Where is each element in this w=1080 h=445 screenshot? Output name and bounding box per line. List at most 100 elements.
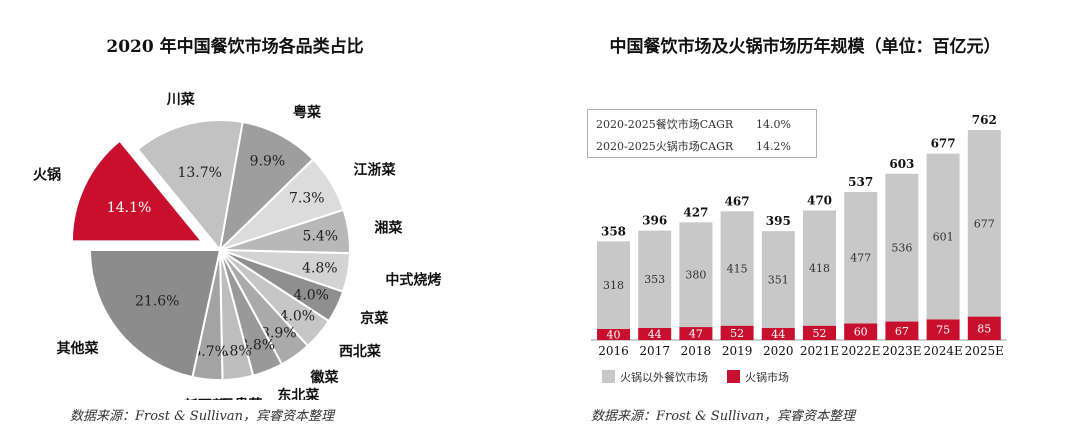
pie-value-label: 13.7% [177, 165, 221, 181]
bar-value-label-other: 351 [768, 274, 789, 287]
pie-chart-title: 2020 年中国餐饮市场各品类占比 [106, 36, 363, 57]
bar-total-label: 427 [683, 205, 708, 219]
bar-value-label-other: 477 [850, 252, 871, 265]
x-tick-label: 2021E [800, 344, 839, 358]
pie-category-label: 东北菜 [277, 387, 320, 400]
bar-value-label-other: 318 [603, 279, 624, 292]
pie-value-label: 4.0% [280, 309, 316, 325]
x-tick-label: 2016 [598, 344, 629, 358]
bar-segment-other [761, 231, 795, 328]
bar-total-label: 762 [972, 113, 997, 127]
pie-category-label: 中式烧烤 [385, 271, 441, 288]
pie-category-label: 江浙菜 [354, 161, 397, 178]
pie-value-label: 14.1% [107, 200, 151, 216]
bar-value-label-hotpot: 44 [771, 328, 785, 341]
bar-value-label-other: 677 [974, 217, 995, 230]
bar-segment-other [638, 230, 672, 328]
bar-segment-other [679, 222, 713, 328]
x-tick-label: 2024E [923, 344, 962, 358]
bar-value-label-other: 601 [933, 231, 954, 244]
bar-value-label-hotpot: 85 [977, 322, 991, 335]
bar-total-label: 395 [766, 214, 791, 228]
bar-segment-hotpot [844, 323, 878, 340]
cagr-row: 2020-2025餐饮市场CAGR 14.0% [596, 116, 791, 132]
x-tick-label: 2018 [681, 344, 712, 358]
pie-slice [218, 120, 315, 253]
pie-category-label: 京菜 [360, 310, 389, 327]
bar-total-label: 396 [642, 214, 667, 228]
bar-total-label: 537 [848, 175, 873, 189]
pie-value-label: 3.8% [240, 337, 276, 353]
bar-value-label-other: 418 [809, 262, 830, 275]
bar-value-label-other: 415 [727, 262, 748, 275]
x-tick-label: 2025E [965, 344, 1004, 358]
bar-segment-hotpot [803, 325, 836, 340]
bar-total-label: 358 [601, 224, 626, 238]
bar-value-label-hotpot: 44 [648, 328, 662, 341]
cagr-row: 2020-2025火锅市场CAGR 14.2% [596, 138, 791, 154]
bar-total-label: 603 [889, 157, 914, 171]
bar-segment-other [844, 192, 878, 324]
bar-segment-other [967, 130, 1001, 317]
pie-category-label: 川菜 [166, 91, 196, 108]
cagr-box: 2020-2025餐饮市场CAGR 14.0% 2020-2025火锅市场CAGR… [587, 109, 817, 158]
bar-total-label: 677 [931, 137, 956, 151]
pie-category-label: 新疆菜 [184, 397, 227, 400]
bar-segment-hotpot [638, 327, 672, 340]
pie-chart: 2020 年中国餐饮市场各品类占比 14.1% 火锅 13.7% 川菜 9.9% 粤菜 7.… [33, 36, 441, 400]
cagr-value: 14.0% [756, 118, 791, 131]
bar-value-label-hotpot: 47 [689, 328, 703, 341]
pie-category-label: 其他菜 [57, 340, 100, 357]
bar-value-label-other: 380 [685, 269, 706, 282]
pie-value-label: 4.8% [302, 261, 338, 277]
source-note-right: 数据来源：Frost & Sullivan，宾睿资本整理 [591, 409, 856, 424]
bar-segment-hotpot [761, 327, 795, 340]
pie-slice [70, 139, 205, 243]
bar-segment-other [926, 153, 960, 320]
bar-segment-hotpot [597, 328, 630, 340]
pie-category-label: 湘菜 [374, 220, 403, 237]
pie-category-label: 徽菜 [310, 369, 340, 386]
x-tick-label: 2017 [639, 344, 670, 358]
pie-value-label: 7.3% [289, 191, 325, 207]
pie-value-label: 5.4% [303, 228, 339, 244]
legend-swatch-other [602, 370, 615, 383]
bar-segment-hotpot [885, 321, 919, 340]
pie-value-label: 21.6% [135, 294, 179, 310]
pie-category-label: 云贵菜 [220, 397, 263, 400]
source-note-left: 数据来源：Frost & Sullivan，宾睿资本整理 [70, 409, 335, 424]
pie-slice [88, 249, 222, 379]
pie-slice [136, 119, 244, 253]
bar-total-label: 470 [807, 193, 832, 207]
pie-category-label: 火锅 [33, 168, 61, 184]
pie-value-label: 3.9% [261, 326, 297, 342]
x-tick-label: 2023E [882, 344, 921, 358]
legend-label-other: 火锅以外餐饮市场 [620, 370, 708, 384]
bar-segment-hotpot [926, 319, 960, 340]
bar-value-label-other: 536 [891, 242, 912, 255]
pie-category-label: 西北菜 [339, 343, 382, 360]
pie-category-label: 粤菜 [293, 104, 322, 121]
bar-segment-hotpot [679, 327, 713, 340]
bar-value-label-hotpot: 75 [936, 324, 950, 337]
cagr-label: 2020-2025火锅市场CAGR [596, 140, 734, 153]
bar-segment-other [720, 211, 754, 326]
x-tick-label: 2019 [722, 344, 753, 358]
legend-label-hotpot: 火锅市场 [745, 370, 789, 384]
bar-chart: 中国餐饮市场及火锅市场历年规模（单位：百亿元） 40 318 358 2016 44 35… [591, 36, 1007, 384]
pie-value-label: 9.9% [250, 153, 286, 169]
bar-chart-title: 中国餐饮市场及火锅市场历年规模（单位：百亿元） [610, 36, 1001, 57]
bar-value-label-other: 353 [644, 273, 665, 286]
cagr-value: 14.2% [756, 140, 791, 153]
bar-value-label-hotpot: 52 [730, 327, 744, 340]
x-tick-label: 2020 [763, 344, 794, 358]
bar-segment-other [885, 173, 919, 322]
bar-segment-hotpot [967, 316, 1001, 340]
pie-value-label: 3.8% [216, 343, 252, 359]
bar-segment-other [597, 241, 630, 329]
pie-value-label: 3.7% [192, 344, 228, 360]
pie-value-label: 4.0% [293, 287, 329, 303]
bar-value-label-hotpot: 52 [813, 327, 827, 340]
legend-swatch-hotpot [727, 370, 740, 383]
